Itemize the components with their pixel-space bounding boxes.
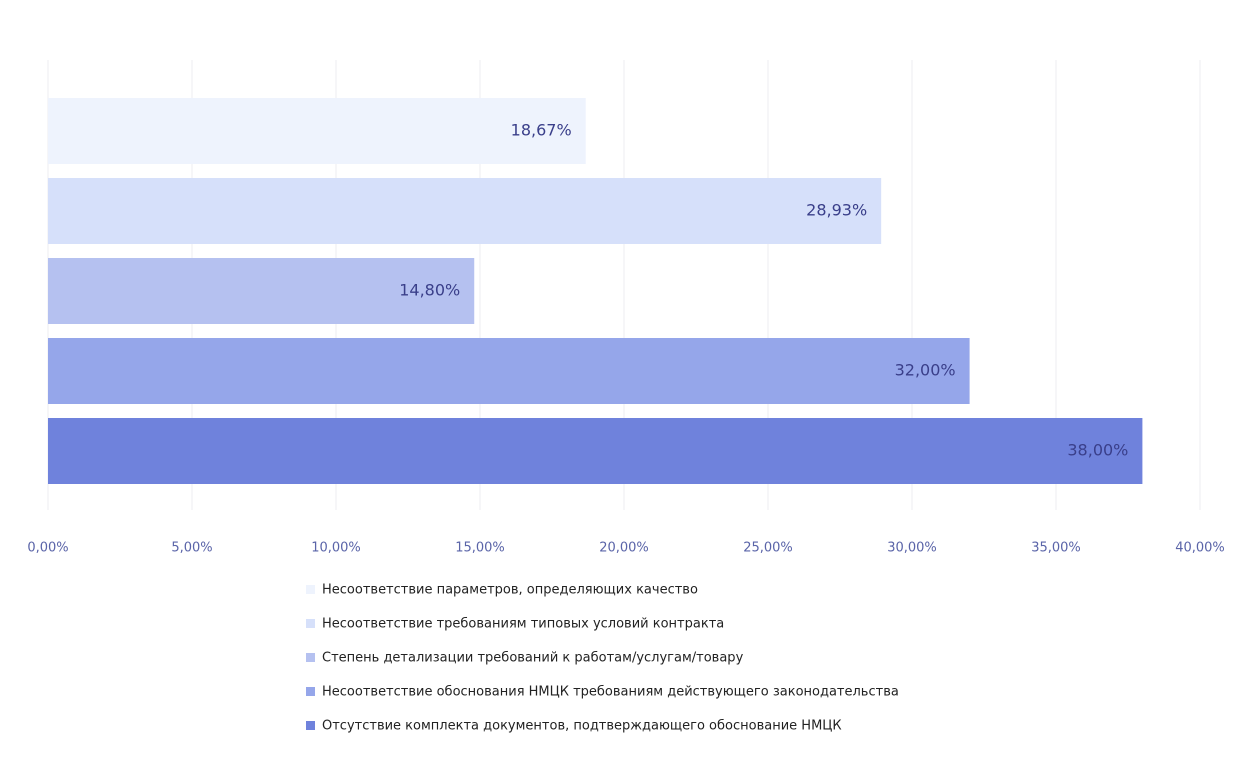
x-tick-label: 5,00%: [171, 541, 212, 556]
value-label: 28,93%: [806, 201, 867, 220]
legend-label: Несоответствие требованиям типовых услов…: [322, 617, 724, 632]
bar: [48, 418, 1143, 484]
x-tick-label: 20,00%: [599, 541, 649, 556]
legend-swatch: [306, 687, 315, 696]
legend-swatch: [306, 585, 315, 594]
bar: [48, 178, 882, 244]
legend-label: Степень детализации требований к работам…: [322, 651, 744, 666]
bar: [48, 258, 475, 324]
x-tick-label: 40,00%: [1175, 541, 1225, 556]
legend-label: Несоответствие параметров, определяющих …: [322, 583, 698, 598]
x-tick-label: 10,00%: [311, 541, 361, 556]
x-tick-label: 15,00%: [455, 541, 505, 556]
legend-swatch: [306, 721, 315, 730]
bar: [48, 338, 970, 404]
x-tick-label: 30,00%: [887, 541, 937, 556]
legend-swatch: [306, 619, 315, 628]
value-label: 14,80%: [399, 281, 460, 300]
value-label: 18,67%: [511, 121, 572, 140]
legend-label: Несоответствие обоснования НМЦК требован…: [322, 685, 899, 700]
x-tick-label: 35,00%: [1031, 541, 1081, 556]
x-tick-label: 0,00%: [27, 541, 68, 556]
legend-swatch: [306, 653, 315, 662]
value-label: 38,00%: [1067, 441, 1128, 460]
legend-label: Отсутствие комплекта документов, подтвер…: [322, 719, 842, 734]
value-label: 32,00%: [895, 361, 956, 380]
x-tick-label: 25,00%: [743, 541, 793, 556]
bar: [48, 98, 586, 164]
